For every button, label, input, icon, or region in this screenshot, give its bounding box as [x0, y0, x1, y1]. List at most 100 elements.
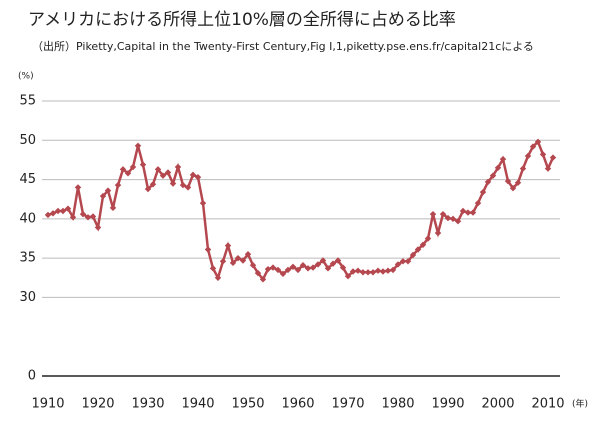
x-tick-label: 1960: [281, 397, 314, 412]
y-tick-label: 55: [19, 94, 36, 109]
y-tick-label: 35: [19, 251, 36, 266]
data-point: [449, 215, 457, 223]
data-point: [64, 205, 72, 212]
data-point: [154, 166, 162, 173]
data-point: [544, 165, 552, 172]
data-point: [109, 204, 117, 212]
data-point: [209, 265, 217, 272]
data-point: [224, 242, 232, 249]
data-point: [439, 210, 447, 218]
y-tick-label: 50: [19, 133, 36, 148]
data-point: [419, 241, 427, 248]
data-point: [509, 185, 517, 192]
data-point: [414, 246, 422, 253]
data-point: [54, 207, 62, 215]
data-point: [184, 184, 192, 191]
data-point: [404, 258, 412, 265]
data-point: [309, 264, 317, 271]
data-point: [484, 178, 492, 186]
data-point: [514, 179, 522, 186]
x-tick-label: 1920: [81, 397, 114, 412]
y-unit: (%): [18, 72, 34, 82]
x-tick-label: 2010: [531, 397, 564, 412]
data-point: [524, 152, 532, 160]
chart-subtitle: （出所）Piketty,Capital in the Twenty-First …: [32, 39, 534, 53]
data-point: [499, 155, 507, 163]
data-point: [229, 259, 237, 267]
data-point: [379, 268, 387, 275]
data-point: [369, 269, 377, 276]
data-point: [84, 214, 92, 221]
data-point: [494, 164, 502, 171]
data-point: [49, 210, 57, 217]
data-point: [129, 163, 137, 171]
data-point: [464, 209, 472, 216]
y-tick-label: 30: [19, 290, 36, 305]
y-tick-label: 45: [19, 172, 36, 187]
data-point: [134, 142, 142, 149]
data-point: [334, 257, 342, 264]
data-point: [194, 174, 202, 181]
data-point: [74, 184, 82, 191]
data-point: [244, 251, 252, 258]
data-point: [444, 214, 452, 222]
x-tick-label: 1990: [431, 397, 464, 412]
data-point: [299, 262, 307, 269]
data-point: [269, 264, 277, 271]
data-point: [539, 151, 547, 158]
data-point: [294, 266, 302, 274]
data-point: [434, 229, 442, 237]
data-point: [519, 165, 527, 172]
data-point: [364, 269, 372, 276]
data-point: [59, 207, 67, 215]
data-point: [374, 267, 382, 274]
data-point: [124, 170, 132, 177]
data-point: [384, 267, 392, 274]
data-point: [339, 264, 347, 271]
data-point: [79, 210, 87, 218]
data-point: [504, 177, 512, 185]
x-tick-label: 1970: [331, 397, 364, 412]
data-point: [89, 213, 97, 220]
data-point: [264, 265, 272, 273]
data-point: [354, 267, 362, 274]
data-point: [44, 211, 52, 219]
data-point: [149, 181, 157, 188]
data-point: [144, 185, 152, 193]
data-point: [104, 187, 112, 194]
x-tick-label: 1950: [231, 397, 264, 412]
data-point: [169, 180, 177, 187]
data-point: [359, 269, 367, 276]
data-point: [99, 192, 107, 200]
data-point: [119, 166, 127, 173]
data-point: [394, 261, 402, 268]
data-point: [319, 257, 327, 264]
data-point: [459, 207, 467, 215]
data-point: [189, 171, 197, 179]
data-point: [174, 163, 182, 171]
data-point: [249, 262, 257, 269]
y-tick-label: 0: [28, 369, 36, 384]
data-point: [324, 265, 332, 272]
x-unit: (年): [572, 398, 588, 410]
data-point: [304, 265, 312, 272]
data-point: [219, 258, 227, 265]
data-line: [47, 139, 555, 282]
data-point: [159, 172, 167, 179]
x-tick-label: 1930: [131, 397, 164, 412]
data-point: [204, 246, 212, 253]
chart-title: アメリカにおける所得上位10%層の全所得に占める比率: [28, 10, 456, 30]
x-tick-label: 1910: [31, 397, 64, 412]
data-point: [254, 269, 262, 277]
data-point: [529, 143, 537, 150]
data-point: [139, 161, 147, 168]
x-tick-label: 1940: [181, 397, 214, 412]
y-tick-label: 40: [19, 211, 36, 226]
data-point: [399, 258, 407, 265]
data-point: [469, 209, 477, 216]
data-point: [454, 218, 462, 225]
data-point: [274, 266, 282, 274]
data-point: [549, 154, 557, 161]
data-point: [164, 169, 172, 176]
